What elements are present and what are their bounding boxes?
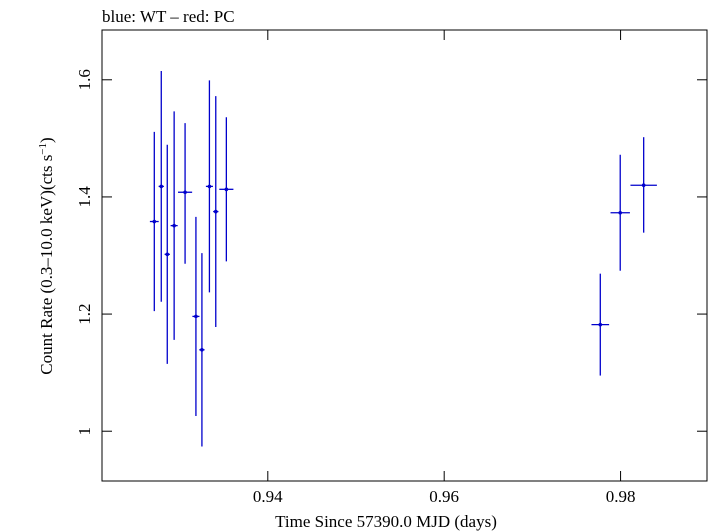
x-tick-label-1: 0.96 [429,487,459,506]
point-marker [172,223,176,228]
plot-frame [101,29,708,482]
data-point-0-8 [213,96,219,327]
y-axis-label-sup: −1 [37,143,49,155]
y-tick-label-3: 1.6 [75,69,94,90]
x-axis-label: Time Since 57390.0 MJD (days) [275,512,497,531]
data-point-0-11 [610,154,630,271]
data-point-0-4 [178,123,193,264]
data-point-0-9 [219,117,234,262]
point-marker [194,314,198,319]
x-tick-label-2: 0.98 [606,487,636,506]
point-marker [159,184,164,189]
point-marker [200,348,204,352]
point-marker [207,184,212,189]
data-point-0-10 [591,273,610,376]
point-marker [183,190,187,195]
data-point-0-0 [149,131,159,312]
point-marker [165,252,170,257]
y-axis-label: Count Rate (0.3–10.0 keV)(cts s−1) [37,137,56,374]
y-axis-label-tail: ) [37,137,56,143]
point-marker [618,210,623,215]
data-point-0-1 [158,71,164,302]
point-marker [224,187,229,192]
point-marker [598,322,603,327]
point-marker [152,219,157,224]
data-point-0-12 [630,137,657,233]
data-point-0-5 [192,216,200,416]
y-axis-label-main: Count Rate (0.3–10.0 keV)(cts s [37,155,56,375]
point-marker [213,209,218,214]
chart-title: blue: WT – red: PC [102,7,235,26]
axis-ticks: 0.94 0.96 0.98 1 1.2 1.4 1.6 [75,30,707,506]
data-point-0-3 [170,111,178,340]
data-points [149,71,657,447]
y-tick-label-0: 1 [75,427,94,436]
data-point-0-2 [164,144,170,364]
data-point-0-6 [199,253,205,447]
data-point-0-7 [205,80,213,293]
y-tick-label-2: 1.4 [75,186,94,208]
point-marker [641,183,646,188]
x-tick-label-0: 0.94 [253,487,283,506]
y-tick-label-1: 1.2 [75,303,94,324]
